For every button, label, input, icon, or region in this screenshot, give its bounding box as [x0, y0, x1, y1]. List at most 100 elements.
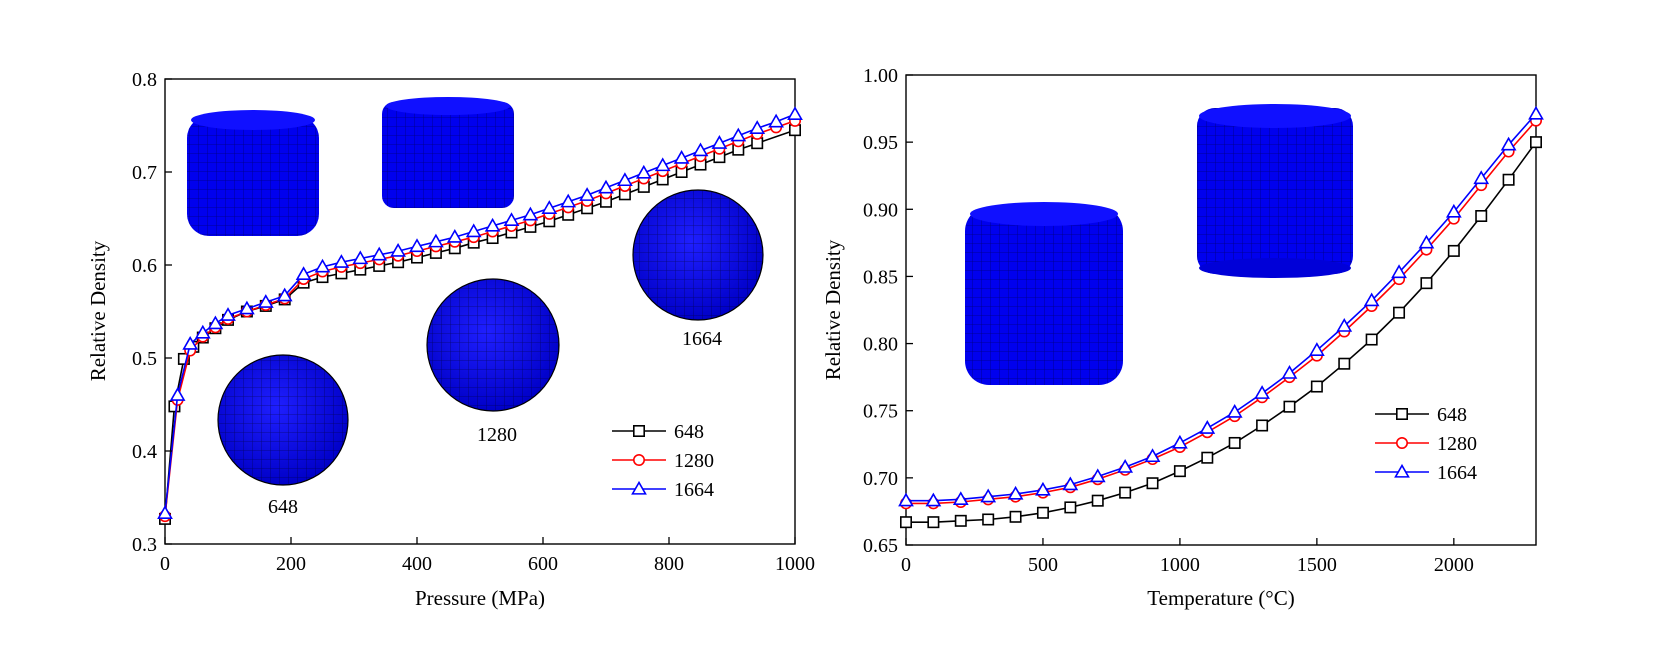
data-point-1664	[1336, 318, 1353, 332]
y-axis-label: Relative Density	[86, 240, 110, 381]
x-tick-label: 600	[528, 553, 558, 575]
x-tick-label: 1500	[1297, 554, 1337, 576]
x-axis-label: Temperature (°C)	[1147, 586, 1294, 610]
temperature-density-chart: 0 500 1000 1500 2000 0.65 0.70 0.75 0.80 0.85 0.90…	[821, 65, 1544, 610]
x-tick-label: 2000	[1434, 554, 1474, 576]
data-point-1664	[654, 157, 671, 172]
y-tick-label: 0.85	[863, 266, 898, 288]
x-tick-label: 1000	[775, 553, 815, 575]
data-point-648	[1420, 277, 1433, 290]
inset-sphere-1664	[632, 189, 764, 321]
data-point-648	[899, 516, 912, 529]
x-tick-label: 200	[276, 553, 306, 575]
data-point-1664	[295, 266, 312, 280]
data-point-1664	[314, 258, 331, 273]
data-point-1664	[952, 491, 969, 506]
inset-cylinder-tall	[965, 202, 1123, 385]
y-axis-label: Relative Density	[821, 239, 845, 380]
data-point-1664	[390, 242, 406, 257]
data-point-1664	[787, 106, 803, 121]
x-tick-label: 0	[160, 553, 170, 575]
data-point-1664	[169, 387, 186, 401]
data-point-648	[1475, 210, 1488, 223]
data-point-648	[954, 514, 967, 527]
data-point-1664	[635, 164, 652, 179]
inset-label-648: 648	[268, 496, 298, 518]
data-point-1664	[220, 307, 236, 321]
legend-marker-1280	[1396, 436, 1409, 449]
y-tick-label: 0.3	[132, 534, 157, 556]
data-point-648	[1502, 173, 1515, 186]
data-point-1664	[598, 179, 614, 194]
x-tick-label: 500	[1028, 554, 1058, 576]
y-tick-label: 0.80	[863, 334, 898, 356]
legend-marker-648	[1396, 407, 1409, 420]
data-point-1664	[560, 193, 577, 208]
data-point-1664	[1418, 234, 1435, 249]
data-point-648	[1201, 451, 1214, 464]
legend-label-1664: 1664	[1437, 462, 1477, 484]
data-point-1664	[1117, 459, 1134, 473]
data-point-648	[1036, 506, 1049, 519]
legend-marker-1664	[1394, 463, 1410, 478]
y-tick-label: 0.75	[863, 401, 898, 423]
y-tick-label: 1.00	[863, 65, 898, 87]
data-point-648	[1009, 510, 1022, 523]
pressure-density-chart: 648 1280 1664 0 200 400 600 800 1000 0.3 0.4 0.5…	[86, 69, 815, 610]
y-tick-label: 0.65	[863, 535, 898, 557]
inset-label-1664: 1664	[682, 328, 722, 350]
data-point-1664	[1445, 203, 1462, 218]
data-point-648	[1447, 244, 1460, 257]
data-point-1664	[239, 300, 255, 315]
y-tick-label: 0.70	[863, 468, 898, 490]
data-point-1664	[1226, 403, 1243, 418]
data-point-1664	[207, 315, 224, 330]
data-point-648	[1338, 357, 1351, 370]
data-point-1664	[352, 250, 369, 265]
y-tick-label: 0.4	[132, 441, 157, 463]
data-point-1664	[465, 223, 482, 238]
data-point-648	[1393, 306, 1406, 319]
data-point-648	[1064, 501, 1077, 514]
data-point-1664	[446, 228, 463, 243]
legend-marker-1664	[631, 480, 647, 495]
inset-label-1280: 1280	[477, 424, 517, 446]
data-point-1664	[692, 142, 709, 157]
inset-sphere-648	[217, 354, 349, 486]
data-point-648	[1310, 380, 1323, 393]
data-point-1664	[579, 187, 595, 201]
series-layer	[157, 106, 803, 525]
data-point-1664	[257, 294, 274, 308]
y-tick-label: 0.7	[132, 162, 157, 184]
data-point-1664	[1172, 434, 1188, 449]
data-point-1664	[1199, 420, 1216, 434]
legend: 648 1280 1664	[612, 421, 714, 501]
x-tick-label: 0	[901, 554, 911, 576]
y-tick-label: 0.90	[863, 199, 898, 221]
data-point-648	[177, 352, 190, 365]
x-tick-label: 1000	[1160, 554, 1200, 576]
data-point-1664	[980, 488, 997, 503]
x-axis-label: Pressure (MPa)	[415, 586, 545, 610]
data-point-1664	[1035, 481, 1051, 496]
data-point-648	[1530, 136, 1543, 149]
data-point-1664	[371, 246, 388, 261]
data-point-1664	[1144, 448, 1161, 463]
data-point-648	[1173, 465, 1186, 478]
data-point-648	[1365, 333, 1378, 346]
y-tick-label: 0.8	[132, 69, 157, 91]
series-layer	[898, 105, 1544, 529]
data-point-1664	[484, 217, 501, 232]
data-point-648	[1146, 477, 1159, 490]
axes-layer: 0 200 400 600 800 1000 0.3 0.4 0.5 0.6 0.7 0.8	[132, 69, 815, 575]
data-point-1664	[1254, 385, 1270, 399]
data-point-1664	[711, 135, 728, 149]
data-point-1664	[157, 505, 173, 519]
legend-label-648: 648	[674, 421, 704, 443]
legend-marker-1280	[632, 453, 645, 466]
axes-layer: 0 500 1000 1500 2000 0.65 0.70 0.75 0.80 0.85 0.90…	[863, 65, 1474, 576]
plot-frame	[905, 74, 1537, 546]
data-point-1664	[1089, 468, 1106, 483]
data-point-1664	[1308, 342, 1325, 356]
